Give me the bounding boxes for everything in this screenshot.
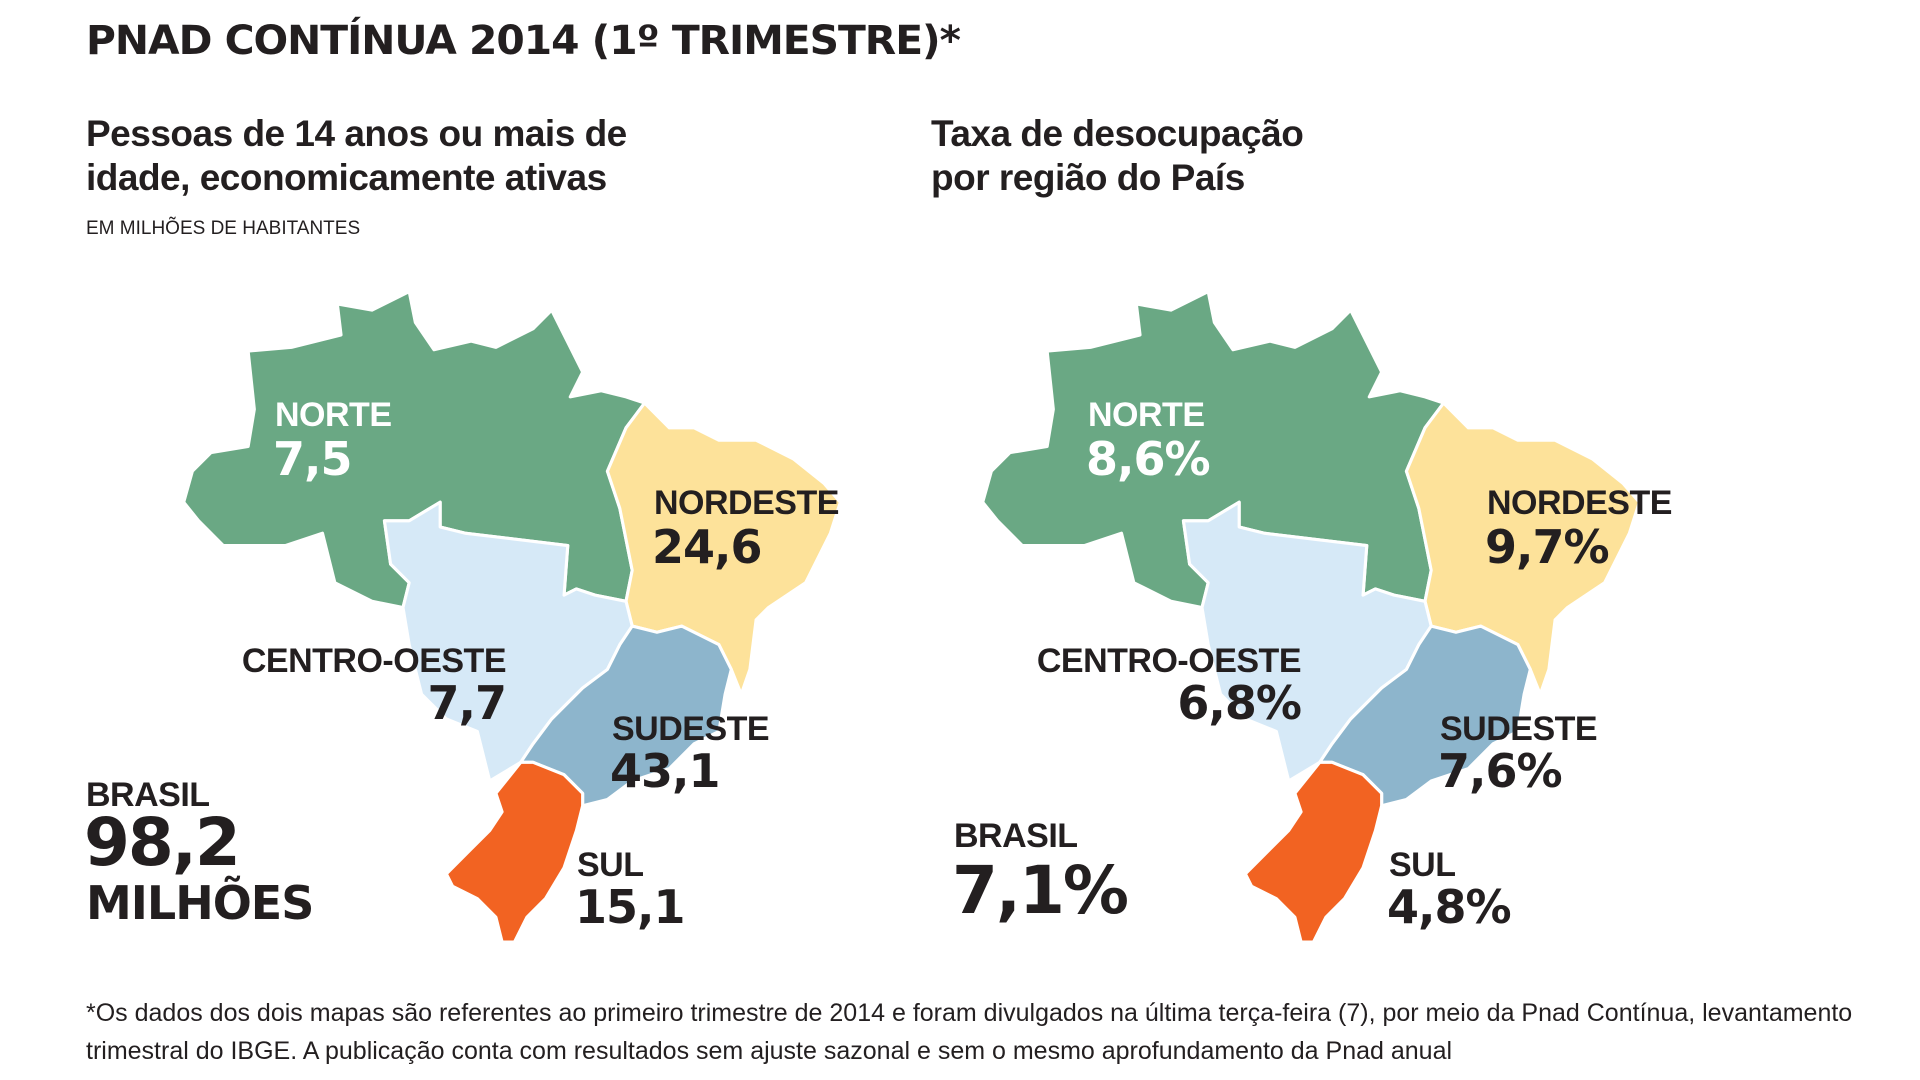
value-sudeste: 43,1 bbox=[610, 744, 720, 798]
left-subtitle: Pessoas de 14 anos ou mais de idade, eco… bbox=[86, 112, 627, 200]
value-sul-rate: 4,8% bbox=[1387, 880, 1512, 934]
right-subtitle: Taxa de desocupação por região do País bbox=[931, 112, 1304, 200]
label-norte-rate: NORTE bbox=[1088, 396, 1205, 434]
footnote: *Os dados dos dois mapas são referentes … bbox=[86, 999, 1853, 1065]
label-brasil: BRASIL bbox=[86, 776, 210, 814]
label-centro-oeste: CENTRO-OESTE bbox=[241, 642, 507, 680]
label-norte: NORTE bbox=[275, 396, 392, 434]
label-nordeste-rate: NORDESTE bbox=[1487, 484, 1672, 522]
value-sudeste-rate: 7,6% bbox=[1438, 744, 1563, 798]
right-subtitle-line2: por região do País bbox=[931, 157, 1245, 198]
value-brasil-rate: 7,1% bbox=[952, 852, 1129, 929]
value-centro-oeste: 7,7 bbox=[427, 676, 507, 730]
value-nordeste-rate: 9,7% bbox=[1485, 520, 1610, 574]
unit-brasil: MILHÕES bbox=[86, 876, 314, 930]
label-nordeste: NORDESTE bbox=[654, 484, 839, 522]
label-sudeste: SUDESTE bbox=[612, 710, 770, 748]
label-centro-oeste-rate: CENTRO-OESTE bbox=[1036, 642, 1302, 680]
label-brasil-rate: BRASIL bbox=[954, 817, 1078, 855]
page-title: PNAD CONTÍNUA 2014 (1º TRIMESTRE)* bbox=[86, 18, 961, 64]
unit-label: EM MILHÕES DE HABITANTES bbox=[86, 218, 361, 239]
label-sul-rate: SUL bbox=[1389, 846, 1456, 884]
value-brasil: 98,2 bbox=[84, 804, 241, 881]
map-population bbox=[182, 290, 842, 944]
right-subtitle-line1: Taxa de desocupação bbox=[931, 113, 1304, 154]
value-centro-oeste-rate: 6,8% bbox=[1177, 676, 1302, 730]
left-subtitle-line2: idade, economicamente ativas bbox=[86, 157, 607, 198]
value-nordeste: 24,6 bbox=[652, 520, 762, 574]
label-sul: SUL bbox=[577, 846, 644, 884]
left-subtitle-line1: Pessoas de 14 anos ou mais de bbox=[86, 113, 627, 154]
value-norte-rate: 8,6% bbox=[1086, 432, 1211, 486]
value-sul: 15,1 bbox=[575, 880, 685, 934]
label-sudeste-rate: SUDESTE bbox=[1440, 710, 1598, 748]
value-norte: 7,5 bbox=[273, 432, 352, 486]
